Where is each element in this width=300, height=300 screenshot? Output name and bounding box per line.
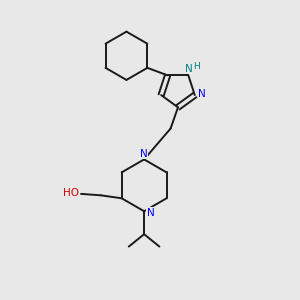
Text: N: N [185,64,193,74]
Text: N: N [147,208,154,218]
Text: N: N [140,148,147,158]
Text: H: H [193,62,200,71]
Text: N: N [198,88,206,99]
Text: HO: HO [63,188,79,198]
